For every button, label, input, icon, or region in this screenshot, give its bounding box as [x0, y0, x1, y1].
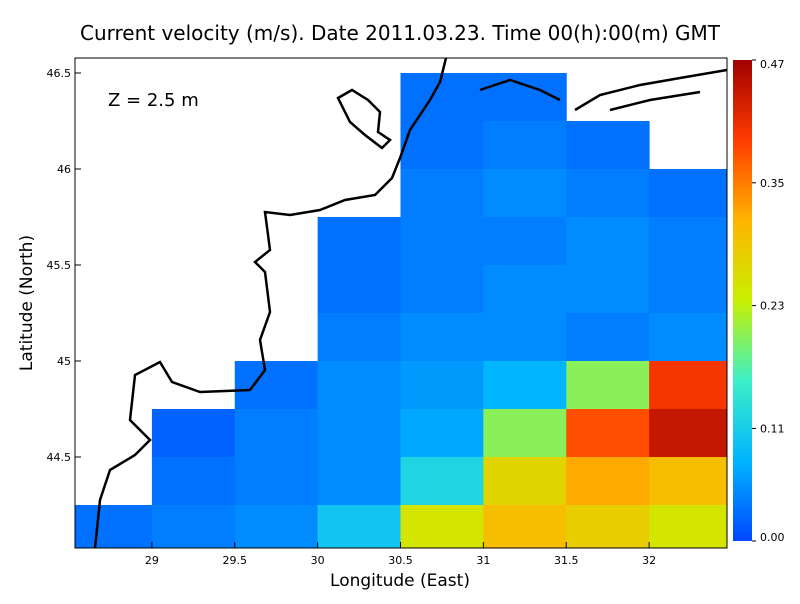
- speed-cell: [234, 504, 319, 548]
- x-tick-label: 31: [476, 554, 490, 567]
- speed-cell: [483, 312, 567, 362]
- axes: 29 29.5 30 30.5 31 31.5 32 44.5 45 45.5 46 46.5 0.00…: [47, 58, 785, 567]
- speed-cell: [400, 264, 484, 314]
- speed-field: [75, 72, 727, 548]
- speed-cell: [566, 456, 650, 506]
- y-tick-label: 44.5: [47, 451, 72, 464]
- speed-cell: [400, 216, 484, 266]
- speed-cell: [483, 216, 567, 266]
- speed-cell: [400, 360, 484, 410]
- x-tick-label: 31.5: [554, 554, 579, 567]
- colorbar-tick-label: 0.47: [760, 58, 785, 71]
- speed-cell: [483, 168, 567, 218]
- speed-cell: [151, 408, 236, 458]
- y-tick-label: 45: [57, 355, 71, 368]
- y-tick-label: 46: [57, 163, 71, 176]
- speed-cell: [317, 264, 402, 314]
- speed-cell: [400, 504, 484, 548]
- speed-cell: [317, 360, 402, 410]
- y-tick-label: 45.5: [47, 259, 72, 272]
- speed-cell: [317, 312, 402, 362]
- speed-cell: [317, 456, 402, 506]
- speed-cell: [400, 312, 484, 362]
- speed-cell: [483, 504, 567, 548]
- speed-cell: [566, 408, 650, 458]
- speed-cell: [649, 312, 727, 362]
- x-tick-label: 30.5: [388, 554, 413, 567]
- speed-cell: [649, 168, 727, 218]
- speed-cell: [234, 360, 319, 410]
- speed-cell: [566, 312, 650, 362]
- chart-title: Current velocity (m/s). Date 2011.03.23.…: [80, 21, 721, 45]
- speed-cell: [317, 504, 402, 548]
- speed-cell: [400, 120, 484, 170]
- speed-cell: [483, 120, 567, 170]
- x-axis-label: Longitude (East): [330, 571, 470, 591]
- x-tick-label: 29: [145, 554, 159, 567]
- speed-cell: [234, 408, 319, 458]
- depth-annotation: Z = 2.5 m: [108, 90, 199, 111]
- speed-cell: [400, 168, 484, 218]
- speed-cell: [400, 456, 484, 506]
- colorbar-tick-label: 0.35: [760, 177, 785, 190]
- speed-cell: [566, 216, 650, 266]
- speed-cell: [566, 264, 650, 314]
- y-axis-label: Latitude (North): [17, 235, 37, 371]
- colorbar-tick-label: 0.23: [760, 300, 785, 313]
- x-tick-label: 32: [642, 554, 656, 567]
- colorbar-tick-label: 0.11: [760, 422, 785, 435]
- speed-cell: [649, 408, 727, 458]
- x-tick-label: 29.5: [223, 554, 248, 567]
- speed-cell: [566, 504, 650, 548]
- speed-cell: [317, 216, 402, 266]
- colorbar: [733, 60, 752, 541]
- speed-cell: [483, 456, 567, 506]
- speed-cell: [400, 408, 484, 458]
- speed-cell: [649, 264, 727, 314]
- speed-cell: [483, 408, 567, 458]
- speed-cell: [566, 360, 650, 410]
- speed-cell: [151, 456, 236, 506]
- y-tick-label: 46.5: [47, 67, 72, 80]
- speed-cell: [483, 264, 567, 314]
- speed-cell: [75, 504, 153, 548]
- speed-cell: [151, 504, 236, 548]
- coastline: [93, 58, 727, 548]
- colorbar-tick-label: 0.00: [760, 531, 785, 544]
- speed-cell: [649, 216, 727, 266]
- x-tick-label: 30: [311, 554, 325, 567]
- speed-cell: [483, 360, 567, 410]
- speed-cell: [649, 360, 727, 410]
- speed-cell: [317, 408, 402, 458]
- speed-cell: [649, 504, 727, 548]
- speed-cell: [649, 456, 727, 506]
- speed-cell: [400, 72, 484, 122]
- speed-cell: [234, 456, 319, 506]
- speed-cell: [566, 120, 650, 170]
- speed-cell: [566, 168, 650, 218]
